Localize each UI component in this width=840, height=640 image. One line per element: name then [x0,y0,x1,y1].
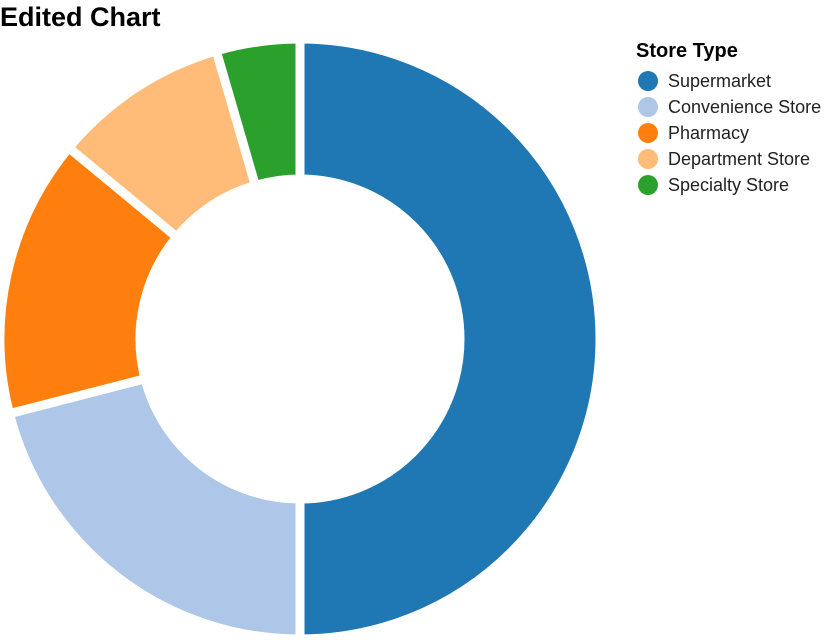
legend-swatch-supermarket [638,71,658,91]
legend-label-supermarket: Supermarket [668,70,772,91]
donut-slice-pharmacy [0,143,182,419]
legend-swatch-convenience-store [638,97,658,117]
legend-title: Store Type [636,40,738,62]
legend-label-convenience-store: Convenience Store [668,96,822,117]
legend-item-supermarket: Supermarket [636,68,840,94]
chart-title: Edited Chart [0,2,161,32]
legend-label-specialty-store: Specialty Store [668,174,790,195]
legend-label-pharmacy: Pharmacy [668,122,750,143]
legend: Store Type Supermarket Convenience Store P… [636,38,840,198]
donut-slices [0,34,605,640]
legend-label-department-store: Department Store [668,148,811,169]
legend-item-convenience-store: Convenience Store [636,94,840,120]
legend-items: Supermarket Convenience Store Pharmacy Depa… [636,68,840,198]
donut-slice-supermarket [295,34,605,640]
legend-swatch-specialty-store [638,175,658,195]
legend-item-pharmacy: Pharmacy [636,120,840,146]
legend-item-specialty-store: Specialty Store [636,172,840,198]
legend-swatch-department-store [638,149,658,169]
donut-slice-convenience-store [4,374,305,640]
donut-slice-specialty-store [211,34,305,190]
legend-swatch-pharmacy [638,123,658,143]
legend-item-department-store: Department Store [636,146,840,172]
